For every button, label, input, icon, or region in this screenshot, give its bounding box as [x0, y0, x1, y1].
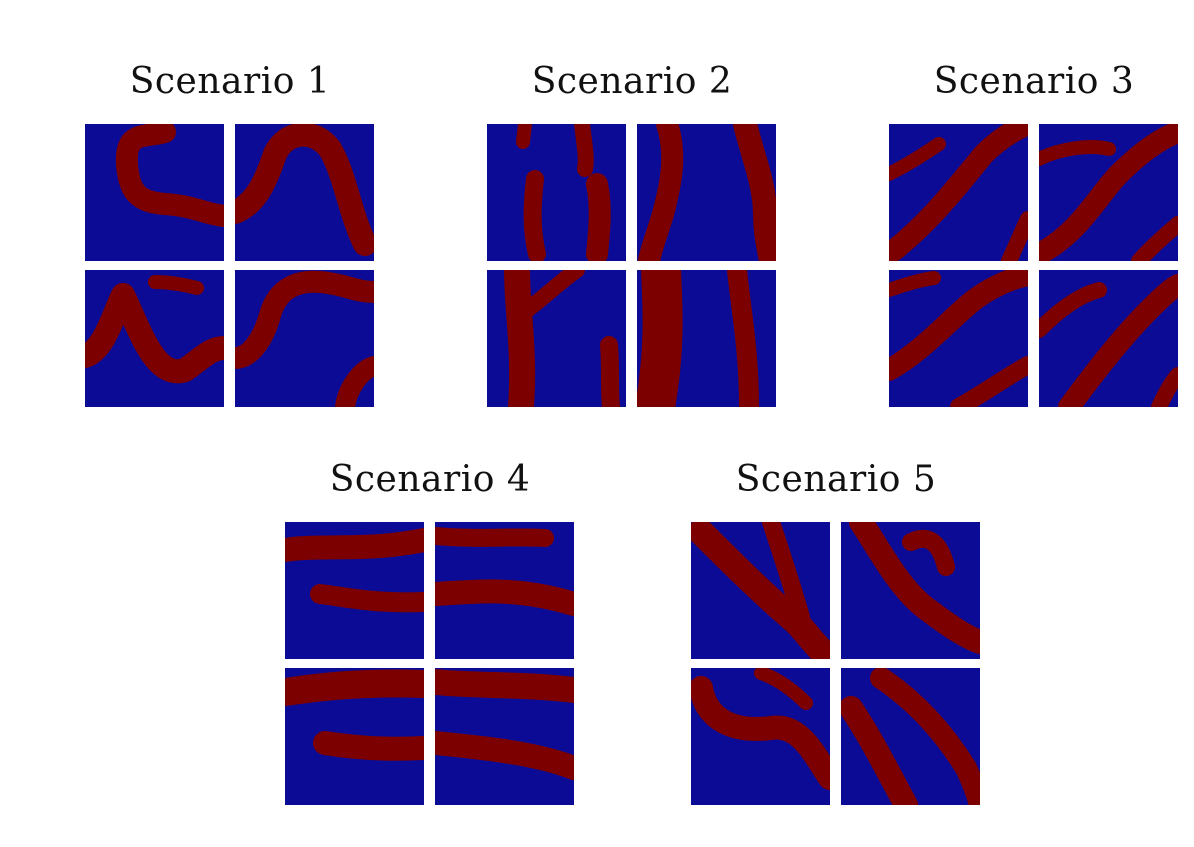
- realization-1-4: [235, 270, 374, 407]
- realization-4-2: [435, 522, 574, 659]
- realization-2-4: [637, 270, 776, 407]
- realization-3-2: [1039, 124, 1178, 261]
- realization-5-1: [691, 522, 830, 659]
- scenario-5-title: Scenario 5: [735, 459, 937, 500]
- realization-2-1: [487, 124, 626, 261]
- realization-3-1: [889, 124, 1028, 261]
- realization-5-3: [691, 668, 830, 805]
- scenario-2-title: Scenario 2: [531, 61, 733, 102]
- realization-5-4: [841, 668, 980, 805]
- realization-2-2: [637, 124, 776, 261]
- realization-2-3: [487, 270, 626, 407]
- realization-1-2: [235, 124, 374, 261]
- scenario-4-title: Scenario 4: [329, 459, 531, 500]
- realization-5-2: [841, 522, 980, 659]
- scenario-3-title: Scenario 3: [933, 61, 1135, 102]
- realization-1-1: [85, 124, 224, 261]
- realization-4-4: [435, 668, 574, 805]
- realization-3-4: [1039, 270, 1178, 407]
- realization-4-1: [285, 522, 424, 659]
- scenario-1-title: Scenario 1: [129, 61, 331, 102]
- realization-3-3: [889, 270, 1028, 407]
- realization-4-3: [285, 668, 424, 805]
- realization-1-3: [85, 270, 224, 407]
